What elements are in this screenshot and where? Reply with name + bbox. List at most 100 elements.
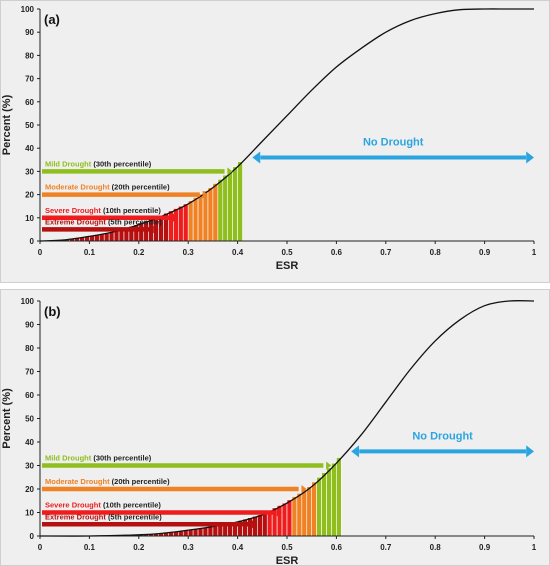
x-tick-label: 0.7 xyxy=(380,543,392,552)
x-tick-label: 0.6 xyxy=(331,248,343,257)
drought-category-label: Extreme Drought (5th percentile) xyxy=(45,512,162,521)
drought-bar xyxy=(222,174,229,242)
drought-bar xyxy=(257,514,263,537)
drought-bar xyxy=(173,208,179,242)
y-tick-label: 40 xyxy=(25,144,34,153)
chart-panel-0: 0 0.1 0.2 0.3 0.4 0.5 0.6 0.7 0.8 0.9 101020304050… xyxy=(0,0,550,283)
drought-arrows: Mild Drought (30th percentile) Moderate D… xyxy=(42,454,332,529)
drought-arrow-head xyxy=(301,485,307,493)
drought-bar xyxy=(261,512,268,537)
y-tick-label: 90 xyxy=(25,28,34,37)
drought-bar xyxy=(301,489,308,537)
panel-label: (a) xyxy=(44,12,60,27)
x-tick-label: 0.5 xyxy=(281,543,293,552)
x-tick-label: 0.1 xyxy=(84,543,96,552)
drought-arrow-head xyxy=(326,461,332,470)
no-drought-right-head xyxy=(526,445,534,458)
drought-bar xyxy=(326,467,332,537)
drought-arrow-head xyxy=(227,167,233,176)
drought-category-name: Moderate Drought xyxy=(45,183,112,192)
no-drought-left-head xyxy=(252,151,261,164)
x-tick-label: 0.2 xyxy=(133,248,145,257)
drought-bar xyxy=(311,481,317,537)
drought-arrow-head xyxy=(252,520,258,529)
drought-bar xyxy=(331,462,337,537)
drought-bar xyxy=(168,210,174,242)
no-drought-arrow: No Drought xyxy=(351,430,534,458)
drought-category-name: Severe Drought xyxy=(45,206,103,215)
drought-category-name: Mild Drought xyxy=(45,159,93,168)
drought-bar xyxy=(242,518,248,537)
x-tick-label: 0.4 xyxy=(232,248,244,257)
drought-category-percentile: (30th percentile) xyxy=(93,454,151,463)
drought-arrow-head xyxy=(202,190,208,199)
drought-bar xyxy=(187,200,194,242)
y-axis-label: Percent (%) xyxy=(1,388,13,449)
drought-arrow-head xyxy=(153,225,159,234)
y-tick-label: 100 xyxy=(21,297,35,306)
drought-arrows: Mild Drought (30th percentile) Moderate D… xyxy=(42,159,233,234)
no-drought-left-head xyxy=(351,445,360,458)
x-tick-label: 0.3 xyxy=(183,248,195,257)
drought-category-name: Mild Drought xyxy=(45,454,93,463)
drought-bar xyxy=(197,193,204,242)
y-tick-label: 80 xyxy=(25,51,34,60)
drought-category-percentile: (10th percentile) xyxy=(103,501,161,510)
drought-category-percentile: (20th percentile) xyxy=(112,477,170,486)
y-tick-label: 70 xyxy=(25,75,34,84)
drought-bar xyxy=(227,170,233,242)
drought-category-label: Mild Drought (30th percentile) xyxy=(45,159,152,168)
drought-bar xyxy=(296,492,303,537)
drought-bar xyxy=(182,203,189,242)
drought-category-name: Extreme Drought xyxy=(45,512,108,521)
y-tick-label: 30 xyxy=(25,167,34,176)
panel-label: (b) xyxy=(44,304,61,319)
y-tick-label: 20 xyxy=(25,191,34,200)
x-tick-label: 0.5 xyxy=(281,248,293,257)
x-tick-label: 1 xyxy=(532,543,537,552)
y-tick-label: 10 xyxy=(25,509,34,518)
drought-arrow-head xyxy=(276,508,282,517)
drought-category-label: Mild Drought (30th percentile) xyxy=(45,454,152,463)
drought-category-label: Severe Drought (10th percentile) xyxy=(45,501,161,510)
y-tick-label: 10 xyxy=(25,214,34,223)
drought-bar xyxy=(316,476,322,537)
drought-category-name: Severe Drought xyxy=(45,501,103,510)
drought-bar xyxy=(306,486,313,537)
chart-panel-1: 0 0.1 0.2 0.3 0.4 0.5 0.6 0.7 0.8 0.9 101020304050… xyxy=(0,289,550,566)
drought-category-label: Severe Drought (10th percentile) xyxy=(45,206,161,215)
drought-bar xyxy=(178,205,184,242)
x-tick-label: 1 xyxy=(532,248,537,257)
drought-bar xyxy=(207,187,214,242)
drought-bar xyxy=(237,161,243,242)
drought-category-name: Extreme Drought xyxy=(45,217,108,226)
drought-arrow-head xyxy=(173,213,179,222)
y-tick-label: 0 xyxy=(30,237,35,246)
drought-bar xyxy=(336,457,342,537)
y-tick-label: 90 xyxy=(25,321,34,330)
drought-bar xyxy=(212,525,219,537)
drought-bar xyxy=(286,499,293,537)
x-tick-label: 0.8 xyxy=(430,543,442,552)
drought-category-name: Moderate Drought xyxy=(45,477,112,486)
drought-category-label: Moderate Drought (20th percentile) xyxy=(45,183,170,192)
x-tick-label: 0 xyxy=(38,248,43,257)
drought-bar xyxy=(247,517,253,537)
y-tick-label: 70 xyxy=(25,368,34,377)
no-drought-label: No Drought xyxy=(363,136,424,148)
x-tick-label: 0.2 xyxy=(133,543,145,552)
y-tick-label: 60 xyxy=(25,98,34,107)
drought-bar xyxy=(192,197,199,242)
no-drought-arrow: No Drought xyxy=(252,136,534,164)
drought-category-label: Moderate Drought (20th percentile) xyxy=(45,477,170,486)
y-tick-label: 30 xyxy=(25,462,34,471)
cdf-curve xyxy=(39,300,535,537)
drought-bar xyxy=(217,178,224,242)
drought-bars xyxy=(39,161,243,242)
y-tick-label: 20 xyxy=(25,485,34,494)
x-tick-label: 0.6 xyxy=(331,543,343,552)
drought-bar xyxy=(207,526,214,537)
drought-category-percentile: (20th percentile) xyxy=(112,183,170,192)
drought-bar xyxy=(321,472,327,537)
